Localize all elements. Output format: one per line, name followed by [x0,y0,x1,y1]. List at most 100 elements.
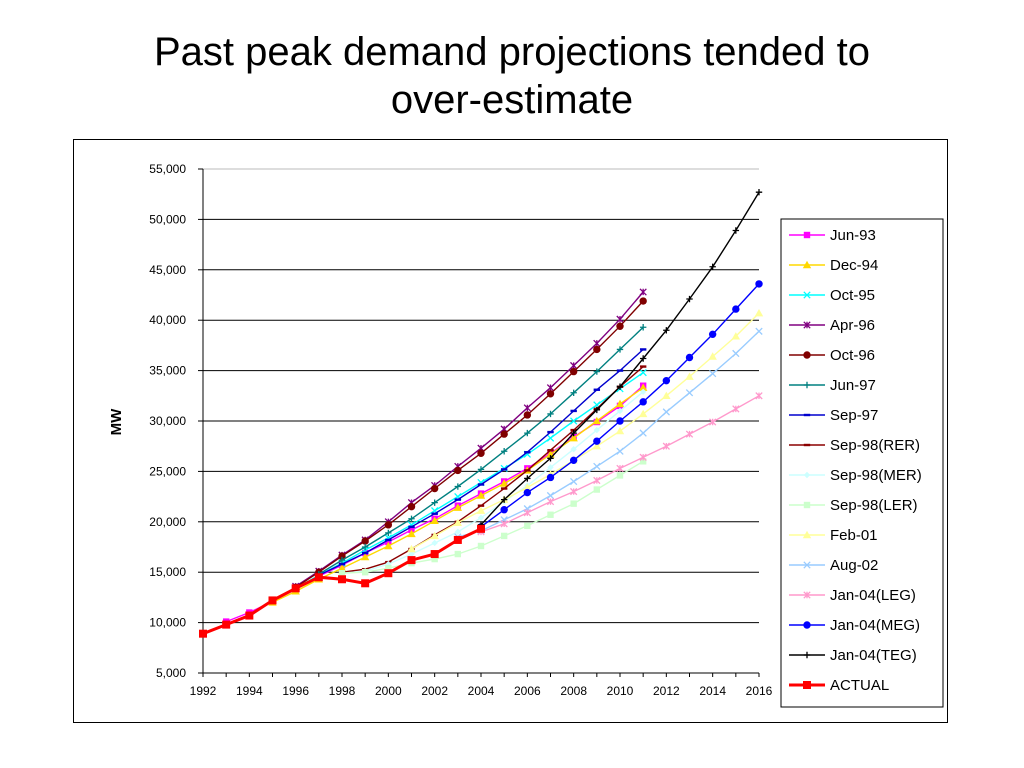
data-point [523,404,531,412]
data-point [454,528,462,536]
data-point [755,188,763,196]
data-point [454,498,462,501]
legend-item: ACTUAL [789,677,889,694]
legend-label: Feb-01 [830,527,878,544]
legend-label: Jun-97 [830,377,876,394]
data-point [361,579,370,588]
data-point [500,448,508,455]
data-point [570,429,577,437]
data-point [199,629,207,638]
data-point [454,466,462,475]
data-point [616,383,624,390]
legend-label: Jan-04(LEG) [830,587,916,604]
data-point [593,388,601,391]
data-point [570,417,578,425]
data-point [546,390,555,398]
data-point [615,426,625,435]
data-point [453,535,462,544]
data-point [268,596,277,605]
slide-title: Past peak demand projections tended to o… [0,28,1024,124]
data-point [709,369,717,378]
legend-item: Jan-04(MEG) [789,617,920,634]
data-point [615,399,625,408]
data-point [524,451,531,454]
data-point [384,541,393,550]
data-point [500,468,508,471]
data-point [754,308,764,317]
data-point [361,569,369,576]
data-point [569,367,578,376]
data-point [547,464,554,471]
data-point [616,315,624,323]
data-point [616,346,624,353]
data-point [546,491,555,500]
data-point [639,453,647,461]
data-point [663,327,670,334]
series-line [341,391,644,574]
data-point [755,392,763,400]
data-point [639,398,647,406]
data-point [616,472,624,479]
y-tick-label: 55,000 [149,162,186,176]
data-point [639,368,647,377]
data-point [593,437,601,445]
y-tick-label: 35,000 [149,364,186,378]
data-point [407,529,416,538]
data-point [662,442,670,450]
y-tick-label: 50,000 [149,212,186,226]
data-point [477,483,485,486]
legend-label: Sep-98(LER) [830,497,918,514]
legend-item: Feb-01 [789,527,878,544]
data-point [453,518,463,527]
data-point [431,512,438,515]
data-point [500,520,508,528]
legend-item: Sep-98(LER) [789,497,918,514]
legend-item: Oct-96 [789,347,875,364]
data-point [408,525,415,529]
data-point [732,227,740,234]
data-point [431,539,438,547]
series-line [341,366,644,573]
y-axis-label: MW [108,408,125,435]
data-point [499,479,509,487]
data-point [385,529,392,537]
data-point [686,295,693,303]
data-point [291,584,300,593]
legend-item: Sep-98(MER) [789,467,922,484]
data-point [477,542,485,550]
legend-label: ACTUAL [830,677,889,694]
data-point [803,381,811,389]
series-line [295,372,644,589]
data-point [477,466,485,473]
data-point [662,391,671,399]
data-point [593,345,601,354]
data-point [685,430,694,438]
legend-label: Jan-04(TEG) [830,647,917,664]
data-point [639,429,647,437]
x-tick-label: 1994 [236,684,263,698]
data-point [385,560,392,568]
data-point [709,418,717,426]
x-tick-label: 2000 [375,684,402,698]
data-point [338,552,346,560]
x-tick-label: 2002 [421,684,448,698]
x-tick-label: 1996 [282,684,309,698]
data-point [593,339,601,348]
data-point [803,681,811,689]
data-point [755,280,763,288]
y-tick-label: 30,000 [149,414,186,428]
y-tick-label: 15,000 [149,565,186,579]
data-point [454,550,462,558]
data-point [639,365,647,368]
data-point [524,429,531,437]
legend-label: Apr-96 [830,317,875,334]
data-point [430,550,439,559]
data-point [546,434,555,442]
data-point [593,406,601,414]
data-point [616,407,624,415]
data-point [709,263,716,270]
data-point [616,417,624,425]
data-point [616,447,624,455]
data-point [476,506,486,514]
x-tick-label: 2010 [607,684,634,698]
